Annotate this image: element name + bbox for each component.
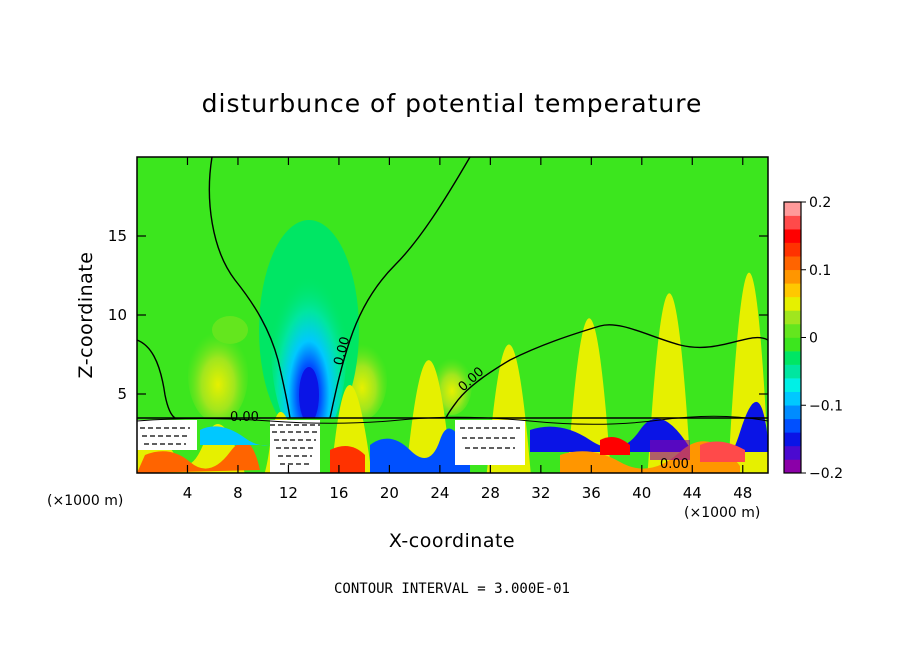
y-axis-label: Z-coordinate bbox=[75, 252, 97, 379]
y-tick-label-1: 10 bbox=[108, 306, 127, 324]
contour-labels: 0.00 0.00 0.00 0.00 bbox=[230, 335, 689, 472]
light-anomaly-upper bbox=[212, 316, 248, 344]
x-unit-label-right: (×1000 m) bbox=[684, 505, 760, 521]
colorbar-swatch-19 bbox=[784, 202, 801, 216]
colorbar-swatch-14 bbox=[784, 269, 801, 284]
colorbar-swatch-3 bbox=[784, 418, 801, 433]
contour-left-plume bbox=[208, 157, 291, 419]
boundary-layer bbox=[137, 272, 768, 473]
y-tick-label-2: 15 bbox=[108, 227, 127, 245]
colorbar-swatch-9 bbox=[784, 337, 801, 352]
plot-area bbox=[137, 157, 768, 473]
y-axis: 5 10 15 bbox=[108, 227, 768, 403]
colorbar: 0.2 0.1 0 −0.1 −0.2 bbox=[783, 195, 843, 482]
x-tick-label-11: 48 bbox=[733, 484, 752, 502]
colorbar-tick-label-2: 0 bbox=[809, 331, 818, 347]
x-tick-label-8: 36 bbox=[582, 484, 601, 502]
x-tick-label-5: 24 bbox=[430, 484, 449, 502]
x-unit-label-left: (×1000 m) bbox=[47, 493, 123, 509]
colorbar-swatch-7 bbox=[784, 364, 801, 379]
y-tick-label-0: 5 bbox=[117, 385, 127, 403]
colorbar-swatch-11 bbox=[784, 310, 801, 325]
colorbar-swatch-10 bbox=[784, 323, 801, 338]
x-tick-label-10: 44 bbox=[683, 484, 702, 502]
x-tick-label-2: 12 bbox=[279, 484, 298, 502]
contour-interval-note: CONTOUR INTERVAL = 3.000E-01 bbox=[334, 581, 570, 597]
colorbar-tick-label-0: 0.2 bbox=[809, 195, 831, 211]
colorbar-swatch-13 bbox=[784, 283, 801, 298]
colorbar-tick-label-1: 0.1 bbox=[809, 263, 831, 279]
colorbar-swatch-8 bbox=[784, 351, 801, 365]
colorbar-swatch-12 bbox=[784, 296, 801, 311]
x-tick-label-1: 8 bbox=[233, 484, 243, 502]
colorbar-swatch-6 bbox=[784, 378, 801, 392]
colorbar-swatch-2 bbox=[784, 432, 801, 447]
contour-label-3: 0.00 bbox=[230, 410, 259, 425]
colorbar-swatch-16 bbox=[784, 242, 801, 257]
x-tick-label-4: 20 bbox=[380, 484, 399, 502]
contour-left-edge bbox=[137, 339, 176, 419]
x-tick-label-9: 40 bbox=[632, 484, 651, 502]
colorbar-swatch-15 bbox=[784, 256, 801, 271]
warm-anomaly-left bbox=[188, 327, 248, 423]
x-tick-label-7: 32 bbox=[531, 484, 550, 502]
cold-plume-core bbox=[271, 245, 347, 445]
x-tick-label-6: 28 bbox=[481, 484, 500, 502]
x-tick-label-0: 4 bbox=[183, 484, 193, 502]
zero-contours bbox=[137, 157, 768, 419]
cold-plume-center bbox=[299, 367, 319, 423]
colorbar-tick-label-4: −0.2 bbox=[809, 466, 843, 482]
colorbar-swatch-4 bbox=[784, 405, 801, 420]
chart-title: disturbunce of potential temperature bbox=[202, 89, 703, 118]
contour-right-plume bbox=[329, 157, 471, 419]
contour-label-1: 0.00 bbox=[331, 335, 353, 367]
colorbar-swatch-18 bbox=[784, 215, 801, 230]
colorbar-tick-label-3: −0.1 bbox=[809, 398, 843, 414]
colorbar-swatch-0 bbox=[784, 459, 801, 474]
colorbar-swatch-17 bbox=[784, 229, 801, 243]
x-tick-label-3: 16 bbox=[329, 484, 348, 502]
x-axis: 4 8 12 16 20 24 28 32 36 40 44 48 bbox=[183, 157, 752, 502]
colorbar-swatch-5 bbox=[784, 391, 801, 406]
colorbar-swatch-1 bbox=[784, 445, 801, 460]
contour-label-4: 0.00 bbox=[660, 457, 689, 472]
contour-upper-right bbox=[445, 324, 768, 419]
x-axis-label: X-coordinate bbox=[389, 530, 515, 552]
